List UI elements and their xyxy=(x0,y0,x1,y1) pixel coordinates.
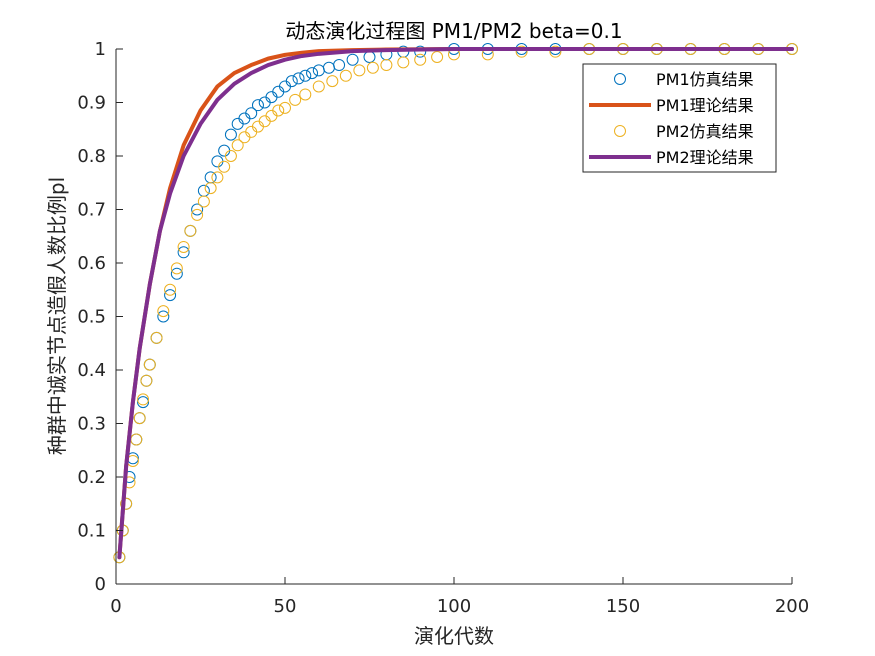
data-point xyxy=(224,128,237,141)
data-point xyxy=(339,69,352,82)
data-point xyxy=(279,101,291,114)
legend-label: PM2理论结果 xyxy=(656,148,754,167)
y-tick-label: 0.6 xyxy=(77,253,106,274)
data-point xyxy=(289,93,302,106)
data-point xyxy=(170,262,183,275)
series-layer xyxy=(113,43,798,564)
y-tick-label: 0.9 xyxy=(77,93,106,114)
data-point xyxy=(333,59,346,72)
data-point xyxy=(177,240,190,253)
data-point xyxy=(414,53,427,66)
data-point xyxy=(346,53,359,66)
data-point xyxy=(299,69,312,82)
data-point xyxy=(204,182,217,195)
x-tick-label: 150 xyxy=(606,596,640,617)
x-tick-label: 100 xyxy=(437,596,471,617)
y-tick-label: 0.7 xyxy=(77,200,106,221)
data-point xyxy=(397,56,410,69)
data-point xyxy=(353,64,366,77)
data-point xyxy=(251,99,264,112)
data-point xyxy=(431,51,444,64)
data-point xyxy=(170,267,183,280)
legend-item: PM2理论结果 xyxy=(589,148,754,167)
data-point xyxy=(150,331,163,344)
data-point xyxy=(312,80,325,93)
x-tick-label: 0 xyxy=(110,596,121,617)
data-point xyxy=(140,374,153,387)
x-tick-label: 200 xyxy=(775,596,809,617)
data-point xyxy=(177,246,190,259)
y-tick-label: 0.3 xyxy=(77,414,106,435)
series-line xyxy=(117,47,794,560)
data-point xyxy=(224,150,237,162)
data-point xyxy=(299,88,312,101)
legend-marker xyxy=(614,73,626,85)
data-point xyxy=(157,305,170,318)
y-tick-label: 0 xyxy=(95,574,106,595)
data-point xyxy=(120,497,133,510)
data-point xyxy=(366,61,379,74)
legend-item: PM2仿真结果 xyxy=(614,122,754,141)
legend-label: PM1仿真结果 xyxy=(656,70,754,89)
data-point xyxy=(326,75,339,88)
y-tick-label: 0.4 xyxy=(77,360,106,381)
y-tick-label: 0.2 xyxy=(77,467,106,488)
data-point xyxy=(515,45,528,58)
data-point xyxy=(272,104,285,117)
data-point xyxy=(211,171,224,184)
data-point xyxy=(292,72,305,85)
data-point xyxy=(197,195,210,208)
legend-label: PM1理论结果 xyxy=(656,96,754,115)
legend-item: PM1仿真结果 xyxy=(614,70,754,89)
y-tick-label: 0.1 xyxy=(77,521,106,542)
data-point xyxy=(306,67,319,80)
y-tick-label: 0.5 xyxy=(77,307,106,328)
data-point xyxy=(191,208,204,221)
data-point xyxy=(245,107,258,120)
legend: PM1仿真结果 PM1理论结果 PM2仿真结果 PM2理论结果 xyxy=(582,63,777,173)
x-axis-title: 演化代数 xyxy=(414,624,494,648)
data-point xyxy=(231,139,244,152)
y-axis-title: 种群中诚实节点造假人数比例pl xyxy=(45,177,69,455)
y-tick-label: 0.8 xyxy=(77,146,106,167)
data-point xyxy=(191,203,204,216)
series-4 xyxy=(117,47,794,560)
legend-item: PM1理论结果 xyxy=(589,96,754,115)
data-point xyxy=(285,75,298,88)
data-point xyxy=(164,283,177,296)
data-point xyxy=(164,289,177,302)
data-point xyxy=(184,224,197,237)
x-tick-label: 50 xyxy=(274,596,297,617)
chart-title: 动态演化过程图 PM1/PM2 beta=0.1 xyxy=(285,19,622,43)
data-point xyxy=(380,59,393,72)
ticks-layer: 0 50 100 150 200 0 0.1 0.2 0.3 0.4 0.5 0.6 0.7 0.8 0.9… xyxy=(77,39,809,617)
data-point xyxy=(218,160,231,173)
data-point xyxy=(157,310,170,323)
data-point xyxy=(133,412,146,425)
data-point xyxy=(137,393,150,406)
data-point xyxy=(549,45,562,58)
legend-marker xyxy=(614,125,626,137)
data-point xyxy=(137,396,150,409)
legend-label: PM2仿真结果 xyxy=(656,122,754,141)
y-tick-label: 1 xyxy=(95,39,106,60)
data-point xyxy=(143,358,156,371)
data-point xyxy=(414,45,427,58)
